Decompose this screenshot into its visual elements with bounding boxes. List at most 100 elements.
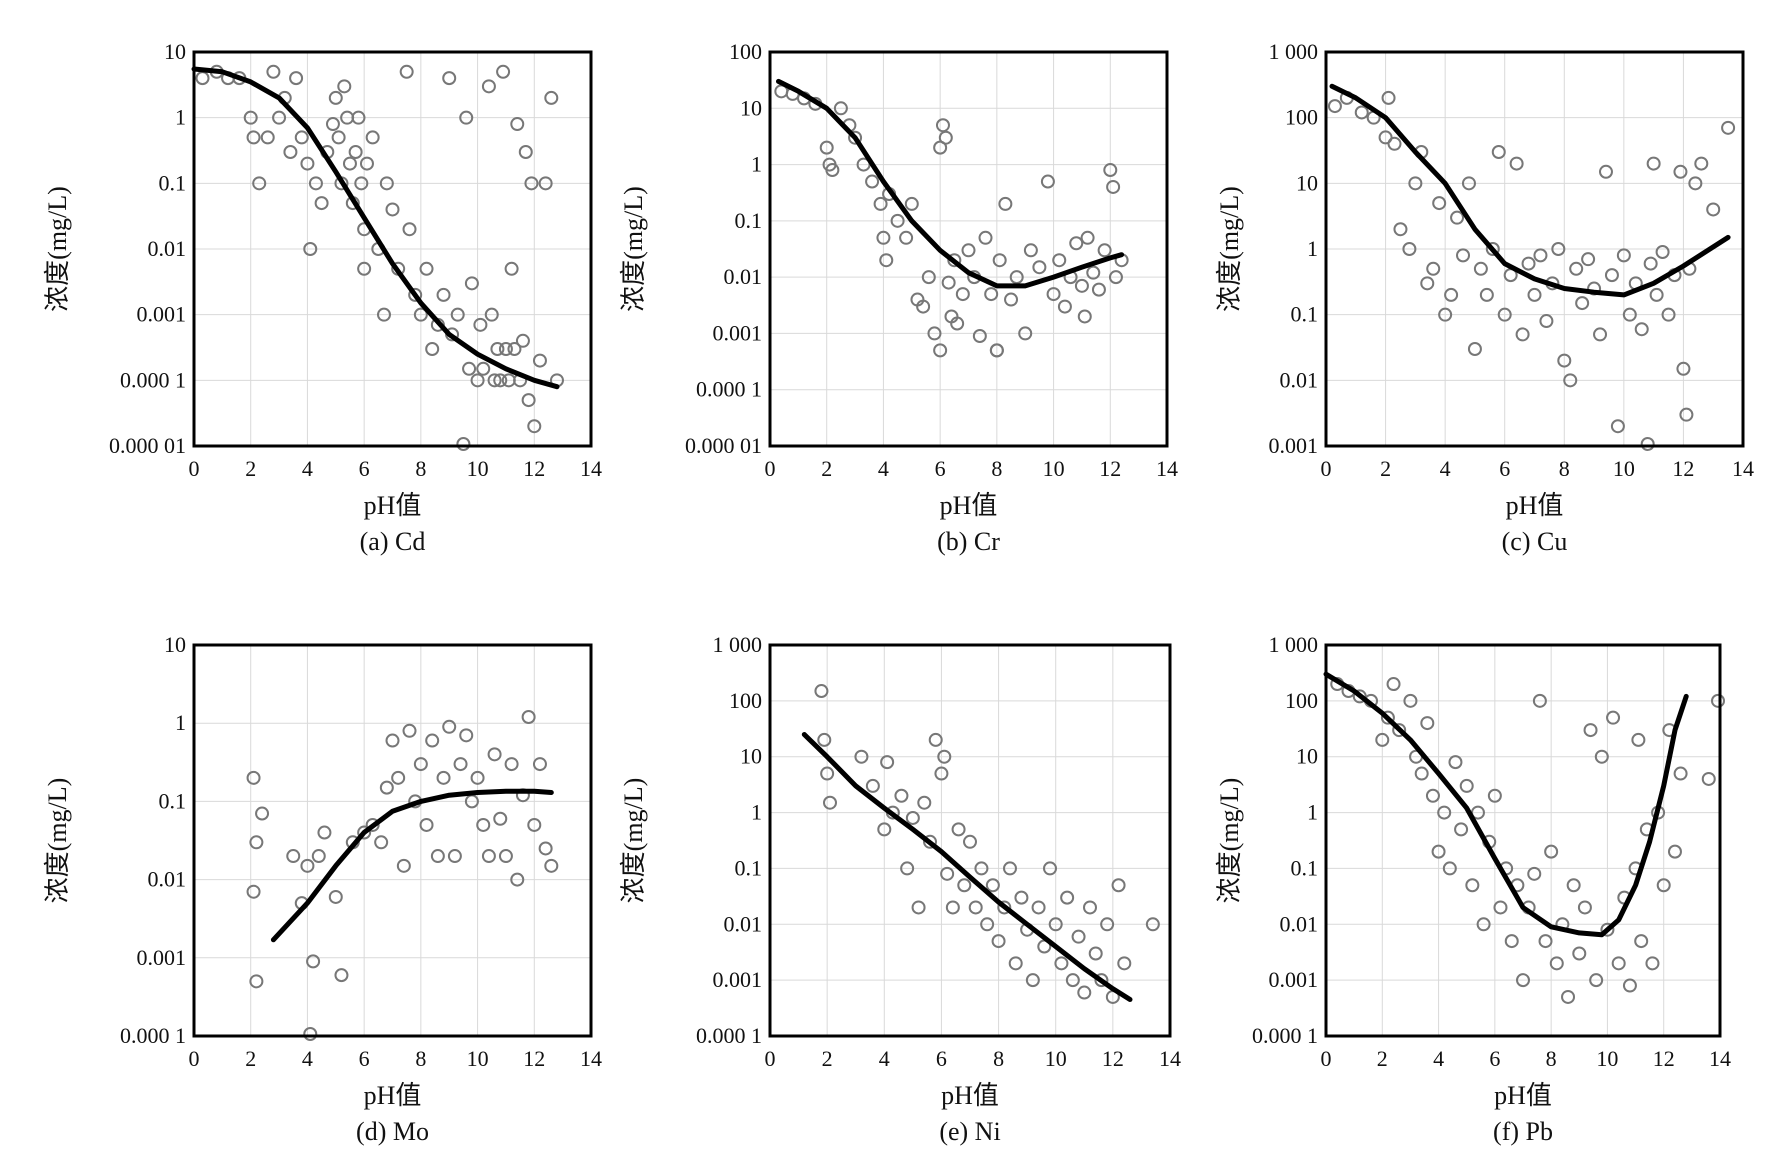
data-point <box>998 196 1013 211</box>
data-point <box>1634 322 1649 337</box>
data-point <box>957 878 972 893</box>
data-point <box>473 317 488 332</box>
data-point <box>1065 973 1080 988</box>
data-point <box>1688 176 1703 191</box>
data-point <box>484 307 499 322</box>
data-point <box>1386 677 1401 692</box>
data-point <box>379 176 394 191</box>
data-point <box>877 822 892 837</box>
data-point <box>425 733 440 748</box>
x-tick-label: 10 <box>1043 456 1065 481</box>
data-point <box>1381 90 1396 105</box>
data-point <box>1533 248 1548 263</box>
data-point <box>873 196 888 211</box>
data-point <box>1476 917 1491 932</box>
data-point <box>819 140 834 155</box>
data-point <box>354 176 369 191</box>
x-tick-label: 2 <box>821 456 832 481</box>
x-tick-label: 8 <box>1546 1046 1557 1071</box>
data-point <box>1117 956 1132 971</box>
data-point <box>1420 276 1435 291</box>
y-tick-label: 0.000 1 <box>696 377 762 402</box>
data-point <box>1661 307 1676 322</box>
data-point <box>1611 956 1626 971</box>
data-point <box>1504 934 1519 949</box>
y-tick-label: 10 <box>740 744 762 769</box>
data-point <box>1054 956 1069 971</box>
data-point <box>1673 766 1688 781</box>
x-tick-label: 0 <box>189 1046 200 1071</box>
data-point <box>504 261 519 276</box>
data-point <box>1088 946 1103 961</box>
data-point <box>1676 361 1691 376</box>
data-point <box>900 861 915 876</box>
x-tick-label: 4 <box>1440 456 1451 481</box>
data-point <box>1575 296 1590 311</box>
data-point <box>498 342 513 357</box>
data-point <box>1086 265 1101 280</box>
data-point <box>1040 174 1055 189</box>
data-point <box>1025 973 1040 988</box>
data-point <box>430 849 445 864</box>
y-tick-label: 0.1 <box>1291 302 1319 327</box>
data-point <box>1420 716 1435 731</box>
data-point <box>1094 973 1109 988</box>
data-point <box>1589 973 1604 988</box>
data-point <box>825 163 840 178</box>
data-point <box>249 974 264 989</box>
data-point <box>538 176 553 191</box>
data-point <box>246 130 261 145</box>
panel-4: 0 2 4 6 8 10 12 14 0.000 1 0.001 0.01 0.1 1 10 100 1 00… <box>619 632 1181 1146</box>
data-point <box>1442 861 1457 876</box>
data-point <box>510 117 525 132</box>
data-point <box>1572 946 1587 961</box>
data-point <box>493 811 508 826</box>
data-point <box>1032 260 1047 275</box>
y-tick-label: 0.1 <box>159 788 187 813</box>
data-point <box>246 770 261 785</box>
data-point <box>1577 900 1592 915</box>
data-point <box>848 130 863 145</box>
data-point <box>1060 890 1075 905</box>
plot-frame <box>192 643 593 1038</box>
data-point <box>1583 723 1598 738</box>
data-point <box>348 145 363 160</box>
data-point <box>972 329 987 344</box>
data-point <box>515 333 530 348</box>
data-point <box>357 825 372 840</box>
x-tick-label: 4 <box>302 456 313 481</box>
data-point <box>1080 230 1095 245</box>
data-point <box>1052 253 1067 268</box>
data-point <box>447 849 462 864</box>
plot-frame <box>1324 643 1722 1038</box>
data-point <box>1645 956 1660 971</box>
data-point <box>1003 861 1017 876</box>
data-point <box>538 841 553 856</box>
y-tick-label: 0.000 1 <box>1252 1023 1318 1048</box>
data-point <box>1004 292 1019 307</box>
y-tick-label: 0.1 <box>1291 855 1319 880</box>
data-point <box>1414 766 1429 781</box>
data-point <box>1569 261 1584 276</box>
y-tick-label: 0.001 <box>1269 967 1319 992</box>
data-point <box>1103 163 1118 178</box>
data-point <box>1593 327 1608 342</box>
data-point <box>978 230 993 245</box>
data-point <box>442 71 457 86</box>
data-point <box>1487 788 1502 803</box>
plot-frame <box>768 50 1169 448</box>
x-tick-label: 12 <box>1099 456 1121 481</box>
panel-0: 0 2 4 6 8 10 12 14 0.000 01 0.000 1 0.001 0.01 0.1 1 1… <box>43 39 602 556</box>
data-point <box>1083 900 1097 915</box>
x-tick-label: 10 <box>467 456 489 481</box>
data-point <box>1438 307 1453 322</box>
data-point <box>823 795 837 810</box>
data-point <box>1604 268 1619 283</box>
data-point <box>1106 179 1121 194</box>
data-point <box>419 261 434 276</box>
y-axis-label: 浓度(mg/L) <box>1215 186 1244 312</box>
x-tick-label: 14 <box>1159 1046 1181 1071</box>
data-point <box>1444 287 1459 302</box>
